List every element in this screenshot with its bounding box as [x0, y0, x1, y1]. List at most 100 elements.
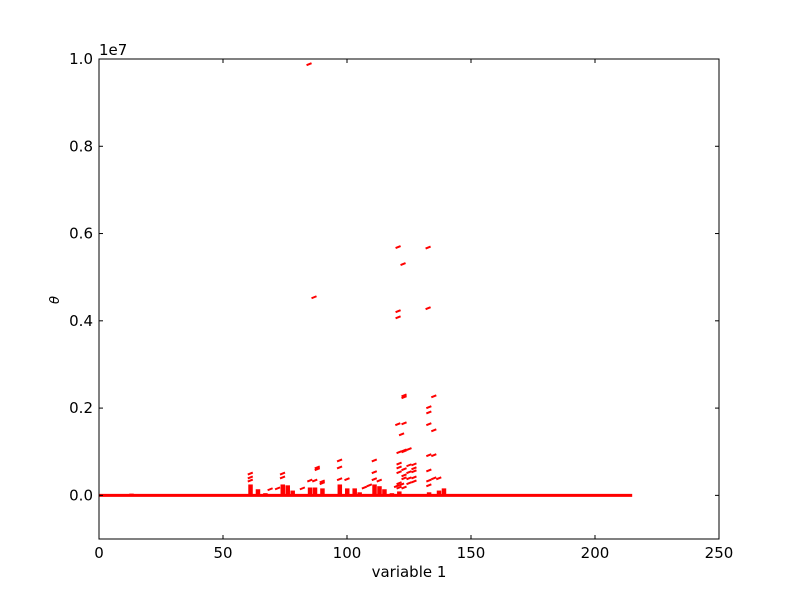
data-point-22	[274, 486, 281, 491]
data-point-69	[425, 483, 432, 488]
data-point-63	[411, 469, 417, 474]
data-marks	[99, 62, 633, 497]
data-point-27	[311, 478, 318, 483]
bar-cluster-11	[337, 484, 343, 496]
bar-cluster-25	[575, 494, 581, 496]
bar-cluster-15	[372, 484, 377, 496]
y-tick-label-0: 0.0	[69, 486, 93, 504]
data-point-40	[371, 477, 378, 482]
bar-cluster-17	[382, 489, 387, 496]
data-point-52	[401, 467, 407, 472]
data-point-54	[401, 476, 407, 481]
data-point-42	[393, 484, 400, 489]
data-point-71	[430, 476, 437, 481]
data-point-55	[401, 485, 407, 490]
y-tick-label-4: 0.8	[69, 137, 93, 155]
x-tick-label-0: 0	[94, 544, 104, 562]
data-point-43	[398, 482, 405, 487]
data-point-8	[401, 393, 407, 398]
data-point-70	[430, 453, 437, 458]
bar-cluster-4	[263, 493, 268, 496]
data-point-68	[425, 478, 432, 483]
bar-cluster-23	[548, 494, 553, 496]
bar-cluster-1	[136, 494, 142, 496]
bar-cluster-16	[377, 486, 382, 496]
data-point-32	[336, 458, 343, 463]
data-point-19	[247, 475, 254, 480]
data-point-16	[430, 428, 437, 433]
data-point-18	[247, 471, 254, 476]
data-point-59	[406, 476, 412, 481]
data-point-34	[336, 477, 343, 482]
y-tick-label-3: 0.6	[69, 225, 93, 243]
data-point-65	[411, 479, 417, 484]
data-point-11	[425, 405, 432, 410]
bar-cluster-19	[397, 491, 402, 496]
x-tick-label-2: 100	[333, 544, 362, 562]
axis-ticks: 0 50 100 150 200 250 0.0 0.2 0.4 0.6 0.8 1.0	[69, 50, 733, 562]
data-point-15	[398, 432, 405, 437]
bar-cluster-6	[285, 485, 290, 496]
data-point-9	[401, 395, 407, 400]
data-point-28	[314, 465, 321, 470]
data-point-24	[279, 475, 286, 480]
bar-cluster-13	[352, 488, 357, 496]
data-point-0	[306, 62, 312, 67]
data-point-72	[435, 476, 442, 481]
bar-cluster-21	[436, 490, 442, 496]
data-point-58	[406, 470, 412, 475]
data-point-13	[394, 422, 401, 427]
data-point-2	[425, 245, 431, 250]
data-point-7	[395, 315, 401, 320]
bar-cluster-3	[255, 489, 261, 496]
bar-cluster-14	[357, 492, 362, 496]
data-point-48	[396, 481, 402, 486]
data-point-3	[400, 262, 406, 267]
bar-cluster-2	[248, 484, 253, 496]
y-tick-label-1: 0.2	[69, 399, 93, 417]
data-point-45	[396, 461, 402, 466]
data-point-41	[376, 478, 383, 483]
data-point-20	[247, 478, 254, 483]
y-axis-label: θ	[48, 296, 63, 304]
data-point-25	[299, 486, 306, 491]
data-point-31	[319, 481, 326, 486]
bar-cluster-22	[441, 488, 447, 496]
bar-cluster-7	[290, 490, 295, 496]
bar-cluster-0	[129, 493, 134, 496]
data-point-53	[401, 473, 407, 478]
data-point-47	[396, 470, 402, 475]
data-point-46	[396, 465, 402, 470]
data-point-44	[396, 450, 402, 455]
x-tick-label-4: 200	[581, 544, 610, 562]
data-point-51	[401, 448, 407, 453]
bar-cluster-10	[320, 488, 325, 496]
data-point-38	[371, 458, 378, 463]
data-point-66	[425, 453, 432, 458]
bar-cluster-9	[312, 487, 318, 496]
bar-cluster-26	[580, 494, 586, 496]
plot-area	[99, 59, 719, 539]
data-point-60	[406, 481, 412, 486]
bar-cluster-24	[555, 494, 561, 496]
data-point-10	[430, 394, 437, 399]
data-point-37	[366, 483, 373, 488]
data-point-14	[401, 421, 407, 426]
data-point-61	[411, 462, 417, 467]
data-point-5	[395, 309, 401, 314]
x-tick-label-1: 50	[213, 544, 232, 562]
bar-cluster-5	[280, 484, 286, 496]
data-point-56	[406, 447, 412, 452]
data-point-64	[411, 475, 417, 480]
y-offset-label: 1e7	[99, 41, 127, 59]
data-point-29	[314, 467, 321, 472]
data-point-21	[267, 487, 273, 492]
data-point-30	[319, 479, 326, 484]
data-point-57	[406, 463, 412, 468]
data-point-12	[425, 410, 432, 415]
data-point-1	[395, 245, 401, 250]
x-tick-label-5: 250	[705, 544, 734, 562]
data-point-4	[311, 295, 317, 300]
bar-cluster-20	[426, 492, 432, 496]
